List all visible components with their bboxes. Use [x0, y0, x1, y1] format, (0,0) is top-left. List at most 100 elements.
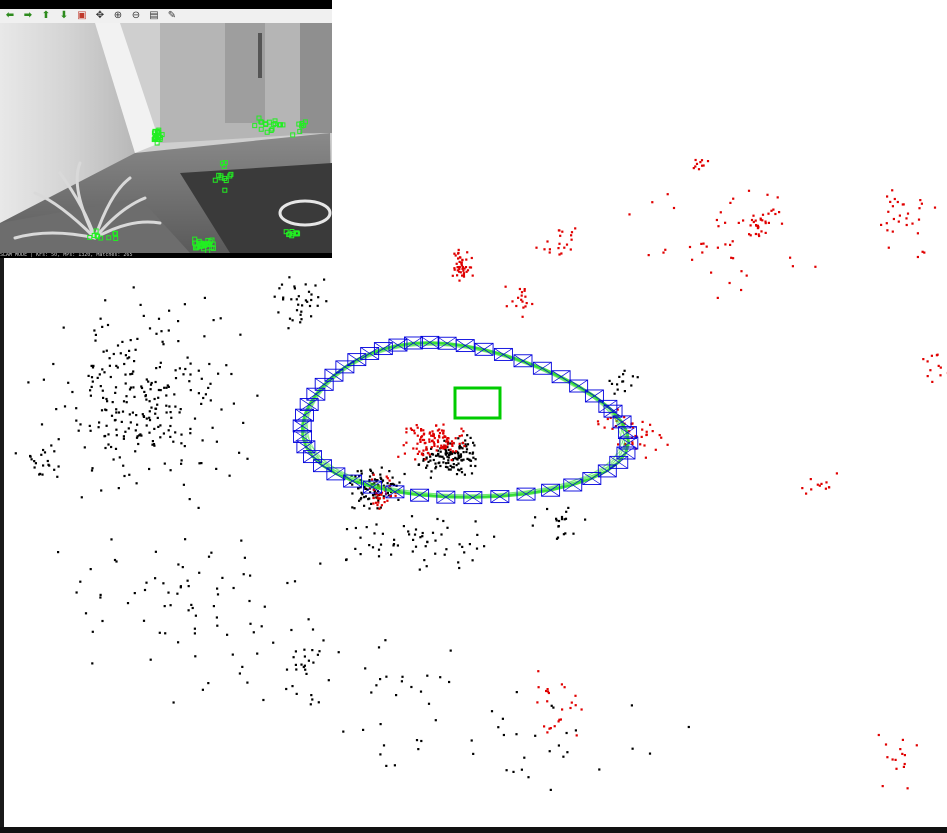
- map-point-red: [886, 756, 888, 758]
- map-point-red: [557, 247, 559, 249]
- map-point-black: [144, 395, 146, 397]
- map-point-red: [381, 504, 383, 506]
- map-point-red: [906, 224, 908, 226]
- map-point-black: [290, 629, 292, 631]
- home-icon[interactable]: ▣: [74, 10, 90, 22]
- zoom-in-icon[interactable]: ⊕: [110, 10, 126, 22]
- map-point-black: [385, 676, 387, 678]
- map-point-red: [371, 479, 373, 481]
- map-point-red: [667, 193, 669, 195]
- map-point-black: [378, 555, 380, 557]
- map-point-red: [882, 785, 884, 787]
- map-point-black: [94, 340, 96, 342]
- map-point-black: [217, 373, 219, 375]
- pan-icon[interactable]: ✥: [92, 10, 108, 22]
- map-point-red: [904, 763, 906, 765]
- map-point-red: [434, 437, 436, 439]
- map-point-black: [241, 666, 243, 668]
- down-arrow-icon[interactable]: ⬇: [56, 10, 72, 22]
- save-icon[interactable]: ▤: [146, 10, 162, 22]
- zoom-out-icon[interactable]: ⊖: [128, 10, 144, 22]
- map-point-black: [483, 545, 485, 547]
- map-point-red: [732, 198, 734, 200]
- map-point-red: [571, 239, 573, 241]
- map-point-black: [300, 318, 302, 320]
- map-point-red: [740, 270, 742, 272]
- map-point-black: [618, 376, 620, 378]
- map-point-black: [111, 415, 113, 417]
- map-point-black: [455, 458, 457, 460]
- map-point-red: [789, 257, 791, 259]
- map-point-black: [177, 320, 179, 322]
- map-point-black: [147, 381, 149, 383]
- map-point-red: [696, 163, 698, 165]
- map-point-black: [42, 464, 44, 466]
- map-point-black: [448, 449, 450, 451]
- map-point-red: [421, 435, 423, 437]
- map-point-red: [753, 221, 755, 223]
- map-point-red: [937, 354, 939, 356]
- map-point-black: [278, 287, 280, 289]
- map-point-black: [426, 465, 428, 467]
- map-point-red: [425, 449, 427, 451]
- map-point-black: [159, 632, 161, 634]
- map-point-black: [624, 370, 626, 372]
- map-point-black: [372, 472, 374, 474]
- map-point-black: [246, 458, 248, 460]
- map-point-black: [79, 581, 81, 583]
- map-point-red: [416, 443, 418, 445]
- map-point-black: [53, 450, 55, 452]
- map-point-black: [85, 612, 87, 614]
- map-point-black: [472, 457, 474, 459]
- map-point-black: [611, 383, 613, 385]
- map-point-black: [216, 616, 218, 618]
- map-point-black: [461, 471, 463, 473]
- map-point-black: [174, 406, 176, 408]
- map-point-black: [387, 492, 389, 494]
- map-point-red: [386, 476, 388, 478]
- map-point-red: [570, 248, 572, 250]
- map-point-red: [560, 718, 562, 720]
- map-point-black: [390, 554, 392, 556]
- settings-icon[interactable]: ✎: [164, 10, 180, 22]
- map-point-red: [376, 504, 378, 506]
- map-point-red: [422, 429, 424, 431]
- up-arrow-icon[interactable]: ⬆: [38, 10, 54, 22]
- map-point-black: [311, 649, 313, 651]
- map-point-black: [428, 703, 430, 705]
- map-point-black: [527, 776, 529, 778]
- map-point-red: [524, 296, 526, 298]
- map-point-black: [239, 334, 241, 336]
- map-point-black: [411, 515, 413, 517]
- map-point-red: [770, 210, 772, 212]
- map-point-black: [299, 321, 301, 323]
- map-point-black: [160, 389, 162, 391]
- back-arrow-icon[interactable]: ⬅: [2, 10, 18, 22]
- map-point-red: [457, 266, 459, 268]
- map-point-red: [931, 355, 933, 357]
- map-point-black: [120, 352, 122, 354]
- map-point-red: [752, 215, 754, 217]
- map-point-red: [429, 433, 431, 435]
- map-point-red: [423, 433, 425, 435]
- map-point-black: [373, 532, 375, 534]
- map-point-black: [92, 366, 94, 368]
- map-point-black: [190, 389, 192, 391]
- map-point-red: [536, 701, 538, 703]
- map-point-black: [91, 376, 93, 378]
- map-point-black: [555, 518, 557, 520]
- map-point-black: [503, 734, 505, 736]
- map-point-red: [538, 686, 540, 688]
- map-point-black: [438, 462, 440, 464]
- map-point-red: [372, 502, 374, 504]
- map-point-black: [414, 534, 416, 536]
- map-point-red: [886, 222, 888, 224]
- map-point-black: [368, 544, 370, 546]
- map-point-black: [148, 468, 150, 470]
- map-point-black: [55, 408, 57, 410]
- map-point-black: [130, 387, 132, 389]
- forward-arrow-icon[interactable]: ➡: [20, 10, 36, 22]
- map-point-black: [248, 600, 250, 602]
- map-point-red: [748, 190, 750, 192]
- map-point-red: [738, 222, 740, 224]
